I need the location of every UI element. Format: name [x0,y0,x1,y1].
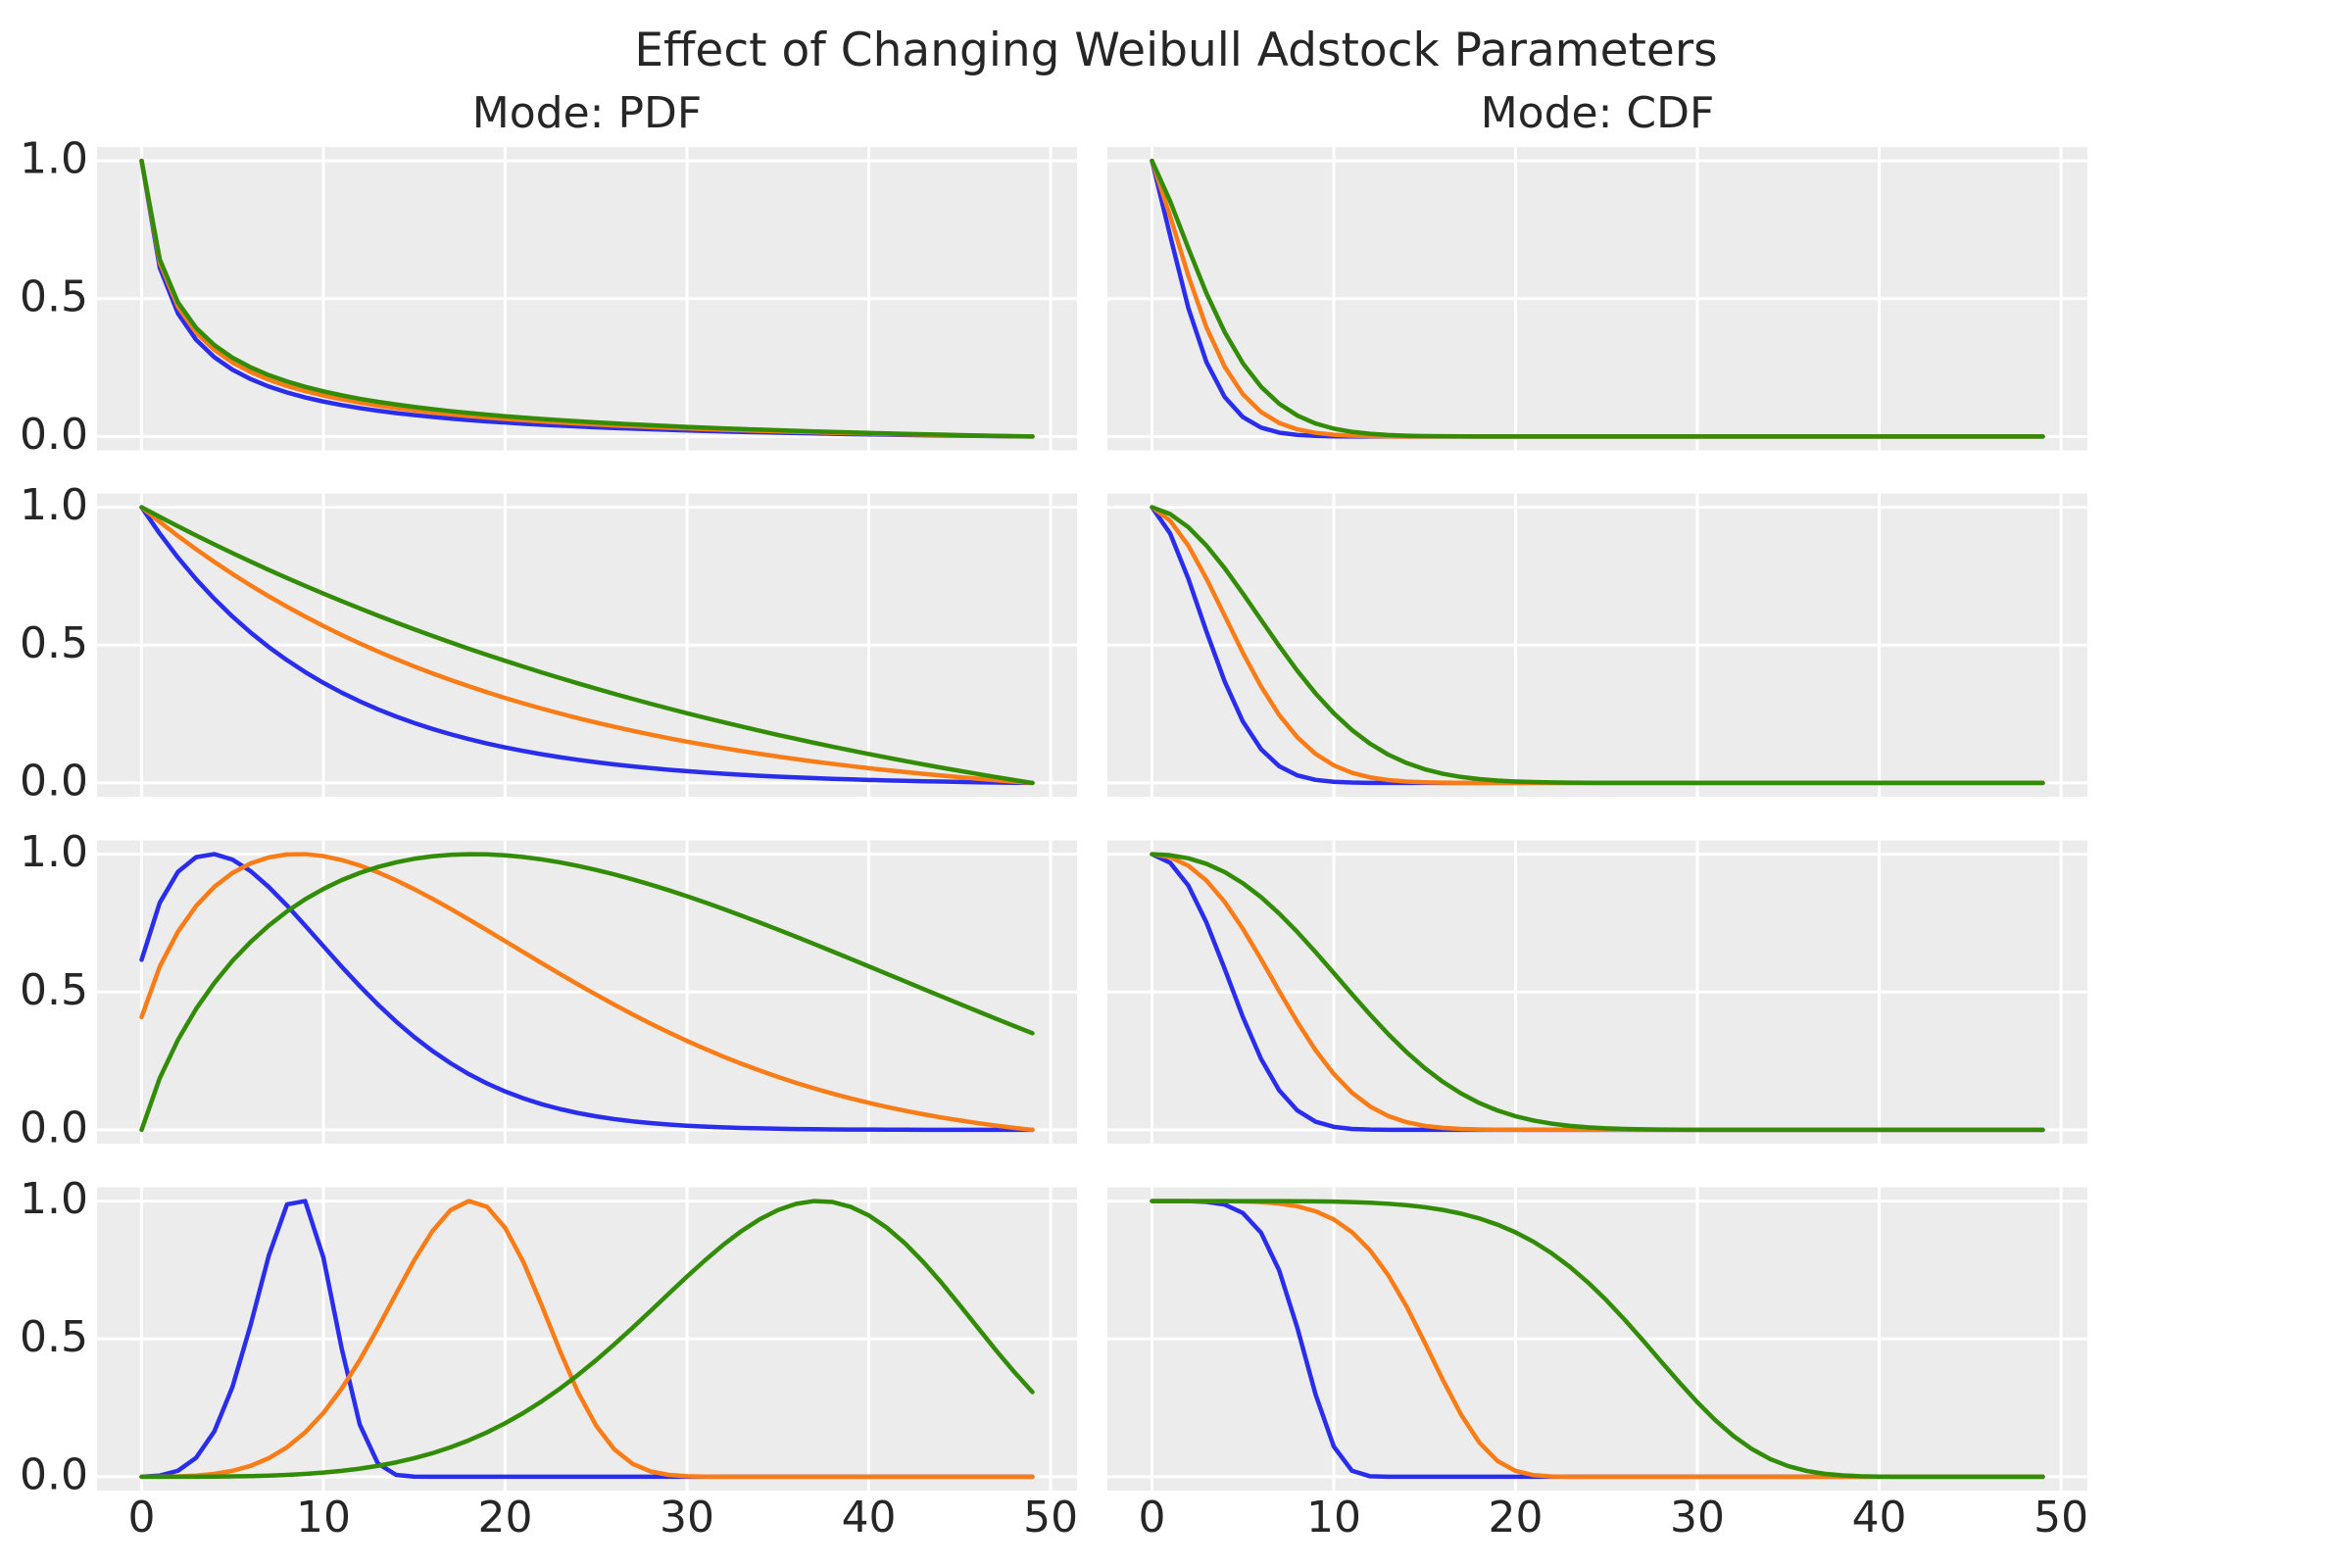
x-tick-label: 20 [1489,1493,1544,1543]
series-line-cdf-shape5-scale=40 [1150,1199,2045,1480]
x-tick-label: 50 [2034,1493,2088,1543]
subplot-grid: 1.0 0.5 0.0 1.0 0.5 0.0 1.0 0.5 0.0 0 10 20 30 40 50 1.… [20,134,2088,1543]
subplot-row1-pdf: 1.0 0.5 0.0 [20,134,1077,460]
x-tick-label: 0 [1138,1493,1165,1543]
y-tick-label: 0.5 [20,271,88,321]
y-tick-label: 0.0 [20,410,88,460]
subplot-row3-cdf [1107,840,2087,1144]
subplot-row2-pdf: 1.0 0.5 0.0 [20,480,1077,806]
x-tick-label: 50 [1023,1493,1078,1543]
y-tick-label: 1.0 [20,134,88,184]
x-tick-label: 40 [842,1493,897,1543]
y-tick-label: 0.5 [20,1312,88,1362]
subplot-row1-cdf [1107,147,2087,451]
x-tick-label: 0 [127,1493,155,1543]
series-line-pdf-shape1.5-scale=40 [139,852,1035,1133]
x-tick-label: 10 [1306,1493,1361,1543]
figure-title: Effect of Changing Weibull Adstock Param… [634,24,1717,77]
x-tick-label: 30 [1670,1493,1725,1543]
series-line-pdf-shape1-scale=10 [139,505,1035,786]
x-tick-label: 40 [1852,1493,1907,1543]
x-tick-label: 10 [296,1493,351,1543]
x-tick-label: 30 [660,1493,714,1543]
subplot-row4-pdf: 0 10 20 30 40 50 1.0 0.5 0.0 [20,1174,1078,1543]
y-tick-label: 1.0 [20,1174,88,1224]
subplot-row2-cdf [1107,493,2087,797]
subplot-title-cdf: Mode: CDF [1481,88,1715,138]
y-tick-label: 0.5 [20,965,88,1015]
subplot-row4-cdf: 0 10 20 30 40 50 [1107,1187,2088,1543]
series-line-pdf-shape5-scale=20 [139,1199,1035,1480]
y-tick-label: 0.0 [20,1449,88,1499]
series-line-pdf-shape0.5-scale=40 [139,158,1035,439]
y-tick-label: 0.0 [20,1102,88,1152]
series-line-cdf-shape1.5-scale=40 [1150,852,2045,1133]
series-line-cdf-shape0.5-scale=40 [1150,158,2045,439]
x-tick-label: 20 [478,1493,533,1543]
series-line-pdf-shape5-scale=40 [139,1199,1035,1480]
y-tick-label: 1.0 [20,480,88,530]
subplot-row3-pdf: 1.0 0.5 0.0 [20,827,1077,1152]
subplot-title-pdf: Mode: PDF [472,88,702,138]
series-line-cdf-shape1-scale=40 [1150,505,2045,786]
series-line-pdf-shape1.5-scale=20 [139,852,1035,1133]
series-line-pdf-shape1-scale=20 [139,505,1035,786]
y-tick-label: 0.5 [20,618,88,668]
y-tick-label: 1.0 [20,827,88,877]
series-line-pdf-shape1-scale=40 [139,505,1035,786]
y-tick-label: 0.0 [20,756,88,806]
